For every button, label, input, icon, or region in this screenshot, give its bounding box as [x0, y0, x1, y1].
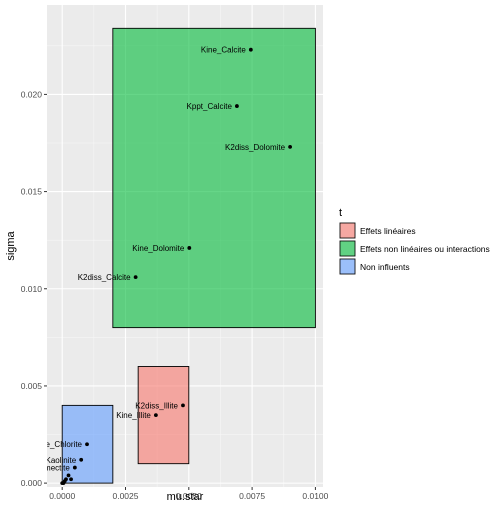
group-rect — [137, 366, 190, 465]
y-axis: 0.000 0.005 0.010 0.015 0.020 — [21, 89, 47, 488]
data-point — [187, 246, 192, 250]
data-point — [66, 473, 71, 478]
legend-key — [339, 240, 356, 257]
x-tick-label: 0.0100 — [302, 491, 328, 501]
legend-title: t — [339, 207, 342, 219]
data-point — [133, 275, 138, 279]
y-axis-title: sigma — [5, 230, 17, 260]
point-label: Kppt_Calcite — [187, 102, 233, 111]
data-point — [248, 47, 253, 52]
point-label: Kine_Illite — [116, 411, 151, 420]
y-tick-label: 0.020 — [21, 89, 43, 99]
data-point — [72, 465, 77, 470]
data-point — [288, 144, 292, 149]
data-point — [60, 481, 65, 486]
group-rects — [61, 27, 316, 484]
data-point — [69, 477, 73, 482]
data-point — [235, 104, 239, 108]
legend-key — [339, 258, 356, 275]
x-tick-label: 0.0000 — [49, 491, 75, 501]
data-point — [181, 403, 185, 408]
point-labels: Kine_Calcite Kppt_Calcite K2diss_Dolomite K… — [18, 46, 286, 473]
point-label: K2diss_Calcite — [78, 273, 131, 282]
legend-label: Effets linéaires — [360, 226, 416, 236]
legend-label: Effets non linéaires ou interactions — [360, 244, 490, 254]
x-tick-label: 0.0050 — [176, 491, 202, 501]
legend-key — [339, 222, 356, 239]
legend-label: Non influents — [360, 262, 410, 272]
x-axis-title: mu.star — [167, 491, 204, 503]
points-layer — [60, 47, 292, 486]
y-tick-label: 0.000 — [21, 478, 43, 488]
y-tick-label: 0.015 — [21, 187, 43, 197]
data-point — [79, 457, 84, 462]
point-label: Kine_Chlorite — [34, 440, 83, 449]
point-label: Kine_Calcite — [201, 46, 246, 55]
point-label: K2diss_Dolomite — [225, 143, 286, 152]
data-point — [153, 413, 158, 417]
x-axis: 0.0000 0.0025 0.0050 0.0075 0.0100 — [49, 487, 329, 501]
y-tick-label: 0.005 — [21, 381, 43, 391]
group-rect — [112, 27, 316, 329]
data-point — [85, 442, 89, 447]
point-label: Kine_Dolomite — [132, 244, 185, 253]
point-label: Kine_Kaolinite — [25, 456, 77, 465]
point-label: K2diss_Illite — [135, 401, 178, 410]
x-tick-label: 0.0025 — [112, 491, 138, 501]
y-tick-label: 0.010 — [21, 284, 43, 294]
legend: t Effets linéaires Effets non linéaires o… — [339, 207, 490, 275]
x-tick-label: 0.0075 — [239, 491, 265, 501]
point-label: Kine_Smectite — [18, 464, 70, 473]
